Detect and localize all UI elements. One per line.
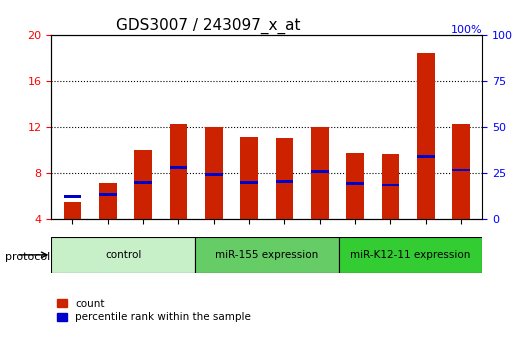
Bar xyxy=(417,53,435,219)
Bar xyxy=(346,153,364,219)
Bar xyxy=(134,181,152,184)
Text: GDS3007 / 243097_x_at: GDS3007 / 243097_x_at xyxy=(116,18,301,34)
Bar xyxy=(452,169,470,171)
Bar xyxy=(64,202,82,219)
Bar xyxy=(311,127,328,219)
Text: protocol: protocol xyxy=(5,252,50,262)
Bar xyxy=(240,137,258,219)
Bar xyxy=(170,166,187,169)
Text: 100%: 100% xyxy=(450,25,482,35)
Bar xyxy=(417,155,435,158)
Bar xyxy=(275,138,293,219)
Bar xyxy=(240,181,258,184)
Text: miR-155 expression: miR-155 expression xyxy=(215,250,319,260)
Bar xyxy=(382,154,399,219)
Bar xyxy=(195,237,339,273)
Bar xyxy=(382,183,399,187)
Bar xyxy=(452,124,470,219)
Bar xyxy=(170,124,187,219)
Bar xyxy=(134,150,152,219)
Bar xyxy=(99,183,116,219)
Bar xyxy=(64,195,82,198)
Bar xyxy=(346,182,364,185)
Bar xyxy=(51,237,195,273)
Bar xyxy=(205,127,223,219)
Bar xyxy=(311,170,328,173)
Text: control: control xyxy=(105,250,141,260)
Bar xyxy=(275,180,293,183)
Text: miR-K12-11 expression: miR-K12-11 expression xyxy=(350,250,470,260)
Bar xyxy=(99,193,116,196)
Legend: count, percentile rank within the sample: count, percentile rank within the sample xyxy=(56,299,251,322)
Bar xyxy=(339,237,482,273)
Bar xyxy=(205,173,223,176)
